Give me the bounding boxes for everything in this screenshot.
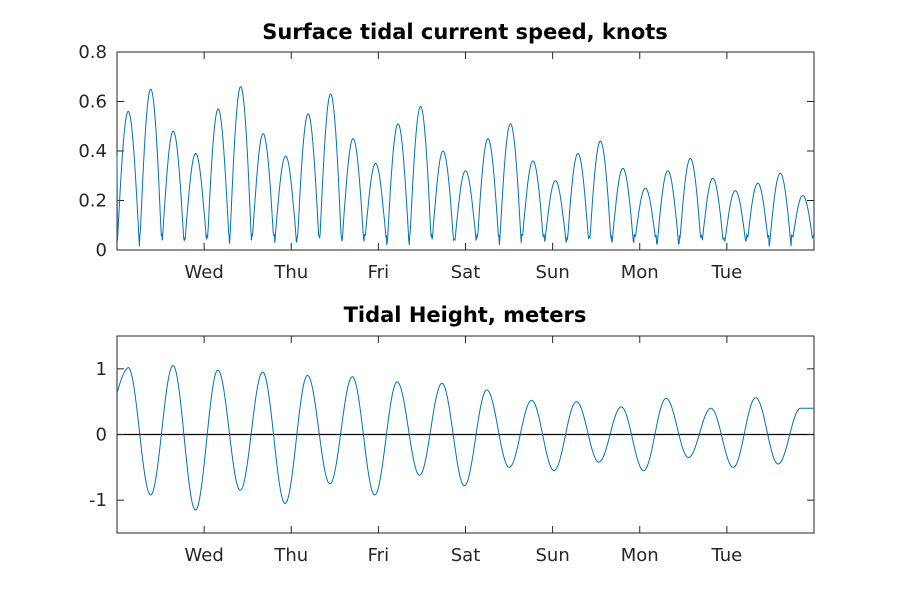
tidal-height-title: Tidal Height, meters [344,303,587,327]
tidal-height-axes: Tidal Height, meters -1 0 1 Wed Thu Fri Sat Su… [89,303,815,566]
current-speed-series [116,86,815,247]
tidal-height-ytick-label: 0 [96,425,107,446]
tidal-height-xtick-label: Thu [273,545,308,566]
current-speed-y-axis: 0 0.2 0.4 0.6 0.8 [78,42,814,261]
tidal-height-xtick-label: Wed [185,545,224,566]
tidal-height-xtick-label: Fri [368,545,389,566]
current-speed-xtick-label: Mon [621,262,659,283]
current-speed-xtick-label: Wed [185,262,224,283]
tidal-height-ytick-label: -1 [89,490,107,511]
current-speed-xtick-label: Sun [536,262,570,283]
current-speed-ytick-label: 0.8 [78,42,107,63]
current-speed-x-axis: Wed Thu Fri Sat Sun Mon Tue [185,52,743,283]
current-speed-xtick-label: Sat [451,262,481,283]
current-speed-ytick-label: 0 [96,240,107,261]
tidal-height-xtick-label: Sat [451,545,481,566]
current-speed-title: Surface tidal current speed, knots [262,20,668,44]
current-speed-plot-area [116,51,815,251]
current-speed-ytick-label: 0.4 [78,141,107,162]
current-speed-axes: Surface tidal current speed, knots 00.20… [78,20,815,283]
current-speed-xtick-label: Thu [273,262,308,283]
tidal-height-series [116,365,814,511]
tidal-height-xtick-label: Mon [621,545,659,566]
current-speed-xtick-label: Tue [711,262,743,283]
current-speed-ytick-label: 0.6 [78,92,107,113]
tidal-height-y-axis: -1 0 1 [89,359,814,511]
current-speed-ytick-label: 0.2 [78,191,107,212]
tidal-height-xtick-label: Tue [711,545,743,566]
tidal-height-ytick-label: 1 [96,359,107,380]
tidal-height-xtick-label: Sun [536,545,570,566]
tidal-height-x-axis: Wed Thu Fri Sat Sun Mon Tue [185,336,743,566]
current-speed-xtick-label: Fri [368,262,389,283]
